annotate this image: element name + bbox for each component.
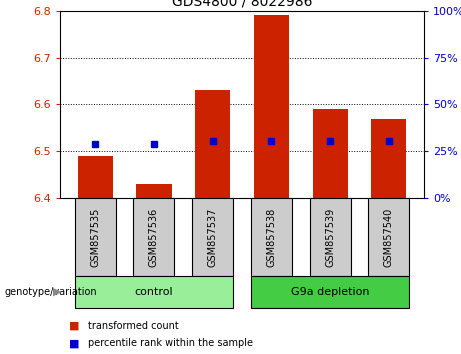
Text: GSM857535: GSM857535 bbox=[90, 207, 100, 267]
Text: GSM857536: GSM857536 bbox=[149, 207, 159, 267]
Bar bbox=[136, 184, 171, 198]
Bar bbox=[251, 276, 409, 308]
Bar bbox=[75, 198, 116, 276]
Text: control: control bbox=[135, 287, 173, 297]
Text: ■: ■ bbox=[69, 321, 80, 331]
Bar bbox=[195, 90, 230, 198]
Bar bbox=[133, 198, 174, 276]
Bar bbox=[313, 109, 348, 198]
Bar bbox=[77, 156, 113, 198]
Text: ▶: ▶ bbox=[53, 287, 61, 297]
Text: transformed count: transformed count bbox=[88, 321, 178, 331]
Bar bbox=[371, 119, 407, 198]
Bar bbox=[254, 15, 289, 198]
Bar bbox=[368, 198, 409, 276]
Bar bbox=[192, 198, 233, 276]
Text: genotype/variation: genotype/variation bbox=[5, 287, 97, 297]
Text: G9a depletion: G9a depletion bbox=[291, 287, 369, 297]
Title: GDS4800 / 8022986: GDS4800 / 8022986 bbox=[172, 0, 312, 8]
Bar bbox=[75, 276, 233, 308]
Text: GSM857537: GSM857537 bbox=[207, 207, 218, 267]
Text: GSM857538: GSM857538 bbox=[266, 207, 277, 267]
Text: GSM857540: GSM857540 bbox=[384, 207, 394, 267]
Bar bbox=[310, 198, 351, 276]
Bar bbox=[251, 198, 292, 276]
Text: ■: ■ bbox=[69, 338, 80, 348]
Text: GSM857539: GSM857539 bbox=[325, 207, 335, 267]
Text: percentile rank within the sample: percentile rank within the sample bbox=[88, 338, 253, 348]
